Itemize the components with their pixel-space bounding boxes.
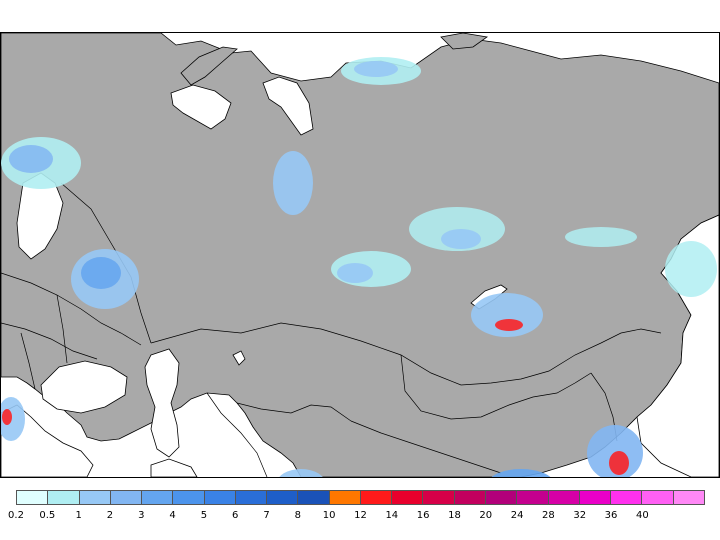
legend-swatch	[204, 491, 236, 504]
map-canvas	[1, 33, 719, 477]
legend-tick-label: 12	[354, 510, 367, 521]
precipitation-patches	[1, 57, 717, 477]
legend-tick-label: 7	[263, 510, 270, 521]
legend-tick-label: 16	[416, 510, 430, 521]
legend-swatch	[423, 491, 455, 504]
precipitation-legend-labels: 0.2 0.5 1 2 3 4 5 6 7 8 10 12 14 16 18 20 24 28 32 36 40	[8, 510, 705, 524]
legend-tick-label: 18	[448, 510, 461, 521]
novaya-zemlya	[180, 46, 238, 86]
precip-manchuria	[587, 425, 643, 477]
legend-swatch	[579, 491, 612, 504]
legend-tick-label: 6	[232, 510, 239, 521]
legend-tick-label: 8	[294, 510, 302, 521]
legend-tick-label: 1	[75, 510, 82, 521]
legend-tick-label: 3	[138, 510, 145, 521]
precip-east-china	[491, 469, 551, 477]
precip-kamchatka	[665, 241, 717, 297]
precipitation-map	[0, 32, 720, 478]
legend-tick-label: 14	[385, 510, 399, 521]
legend-tick-label: 24	[510, 510, 524, 521]
ob-gulf	[262, 76, 314, 136]
precip-baikal	[471, 293, 543, 337]
legend-tick-label: 40	[635, 510, 649, 521]
country-borders	[1, 182, 662, 477]
black-sea	[40, 360, 128, 414]
legend-swatch	[235, 491, 268, 504]
legend-swatch	[267, 491, 299, 504]
legend-tick-label: 28	[542, 510, 555, 521]
legend-swatch	[611, 491, 643, 504]
legend-tick-label: 32	[573, 510, 587, 521]
legend-swatch	[329, 491, 361, 504]
legend-tick-label: 20	[479, 510, 493, 521]
aral-sea	[232, 350, 246, 366]
legend-swatch	[673, 491, 704, 504]
legend-tick-label: 36	[604, 510, 618, 521]
precipitation-legend-bar	[16, 490, 705, 505]
legend-swatch	[642, 491, 674, 504]
legend-swatch	[48, 491, 80, 504]
precip-ural	[273, 151, 313, 215]
precip-central-siberia	[409, 207, 505, 251]
legend-swatch	[517, 491, 549, 504]
caspian-sea	[144, 348, 180, 458]
legend-swatch	[110, 491, 143, 504]
legend-swatch	[173, 491, 205, 504]
legend-swatch	[485, 491, 518, 504]
legend-swatch	[79, 491, 111, 504]
legend-tick-label: 10	[322, 510, 336, 521]
white-sea	[170, 84, 232, 130]
legend-tick-label: 0.2	[8, 510, 24, 521]
legend-tick-label: 0.5	[39, 510, 56, 521]
legend-tick-label: 5	[200, 510, 208, 521]
severnaya-zemlya	[440, 33, 489, 50]
legend-tick-label: 2	[106, 510, 114, 521]
legend-swatch	[142, 491, 174, 504]
legend-swatch	[360, 491, 393, 504]
legend-swatch	[392, 491, 424, 504]
legend-tick-label: 4	[169, 510, 176, 521]
legend-swatch	[548, 491, 580, 504]
legend-swatch	[454, 491, 486, 504]
legend-swatch	[298, 491, 330, 504]
precip-balkans	[1, 397, 25, 441]
persian-gulf	[150, 458, 198, 477]
legend-swatch	[17, 491, 49, 504]
precip-caucasus	[279, 469, 323, 477]
precip-yakutia	[565, 227, 637, 247]
